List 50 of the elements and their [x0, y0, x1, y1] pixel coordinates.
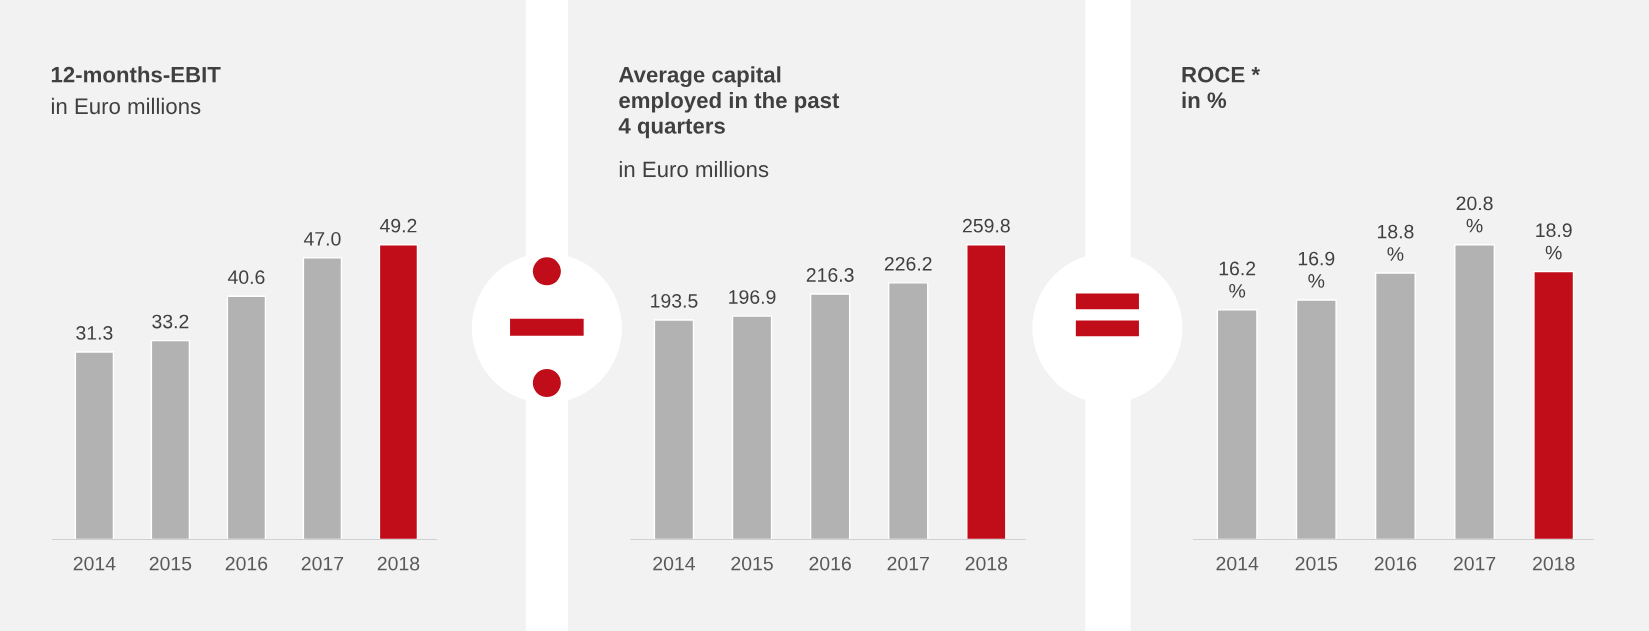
chart-title: Average capital employed in the past 4 quarters	[618, 66, 840, 139]
bar	[74, 351, 115, 540]
x-tick-label: 2015	[149, 556, 192, 571]
data-label: 40.6	[227, 270, 265, 285]
bar	[226, 295, 267, 540]
bar	[653, 319, 695, 540]
data-label: 259.8	[962, 218, 1010, 233]
x-tick-label: 2017	[1453, 556, 1496, 571]
data-label: 196.9	[729, 290, 776, 304]
x-tick-label: 2016	[1374, 556, 1417, 571]
bar	[1216, 309, 1258, 540]
data-label: 49.2	[379, 218, 417, 233]
bar	[1533, 270, 1575, 540]
bar	[378, 244, 419, 540]
bar	[809, 293, 851, 540]
data-label: 20.8 %	[1456, 196, 1493, 233]
bar	[1374, 272, 1416, 540]
data-label: 31.3	[76, 326, 113, 340]
bar	[966, 244, 1007, 540]
bar	[150, 339, 191, 540]
x-tick-label: 2015	[1295, 556, 1338, 571]
x-tick-label: 2017	[887, 556, 929, 571]
bar	[1454, 244, 1496, 540]
data-label: 16.9 %	[1298, 251, 1335, 288]
x-tick-label: 2014	[73, 556, 116, 571]
chart-subtitle: in Euro millions	[51, 97, 201, 115]
bar	[888, 282, 929, 540]
data-label: 47.0	[303, 231, 341, 246]
data-label: 193.5	[651, 293, 698, 308]
data-label: 33.2	[152, 314, 189, 329]
x-tick-label: 2016	[225, 556, 268, 571]
x-tick-label: 2014	[1216, 556, 1259, 571]
x-tick-label: 2018	[965, 556, 1008, 571]
chart-title: 12-months-EBIT	[51, 66, 221, 83]
chart-subtitle: in Euro millions	[619, 160, 769, 178]
chart-title: ROCE * in %	[1182, 66, 1261, 109]
data-label: 16.2 %	[1219, 261, 1256, 298]
x-tick-label: 2018	[1533, 556, 1575, 571]
x-tick-label: 2015	[731, 556, 773, 571]
x-tick-label: 2016	[809, 556, 851, 571]
x-tick-label: 2018	[377, 556, 420, 571]
bar	[731, 315, 773, 540]
data-label: 216.3	[806, 268, 854, 282]
x-tick-label: 2014	[653, 556, 696, 571]
x-tick-label: 2017	[301, 556, 344, 571]
data-label: 18.8 %	[1377, 224, 1414, 261]
bar	[302, 257, 343, 540]
data-label: 226.2	[884, 256, 932, 271]
bar	[1295, 299, 1337, 540]
data-label: 18.9 %	[1536, 223, 1572, 260]
